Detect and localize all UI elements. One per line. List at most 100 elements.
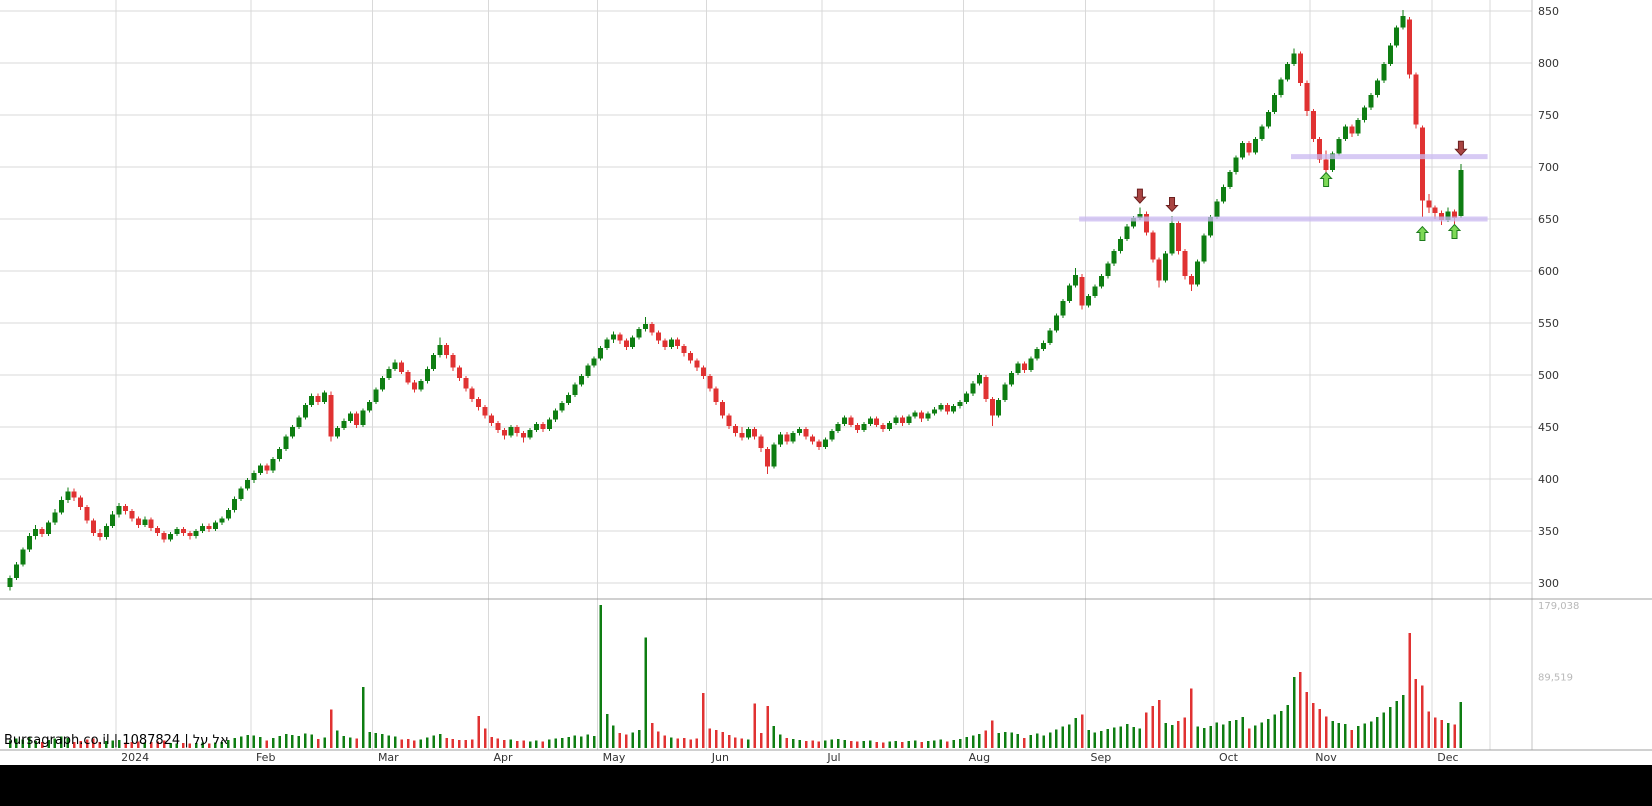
candle-body xyxy=(1041,342,1047,349)
candle-body xyxy=(238,488,244,499)
volume-bar xyxy=(130,741,134,748)
volume-bar xyxy=(997,733,1000,748)
signal-arrow-up xyxy=(1415,225,1430,242)
candle-body xyxy=(161,533,167,540)
candle-body xyxy=(174,528,180,535)
volume-bar xyxy=(1267,718,1270,748)
volume-bar xyxy=(1106,728,1110,748)
month-label: May xyxy=(603,751,626,764)
candle-body xyxy=(617,334,623,341)
volume-bar xyxy=(541,741,545,748)
volume-bar xyxy=(1003,731,1007,748)
candle-body xyxy=(1233,157,1239,173)
candlestick-chart[interactable]: 850 800 750 700 650 600 550 500 450 400 350 300 2024… xyxy=(0,0,1652,765)
signal-arrow-up xyxy=(1447,223,1462,239)
volume-bar xyxy=(220,742,224,748)
candle-body xyxy=(726,415,732,426)
candle-body xyxy=(1131,217,1136,227)
volume-bar xyxy=(1177,721,1180,748)
candle-body xyxy=(822,439,828,447)
month-label: Jul xyxy=(826,751,840,764)
volume-bar xyxy=(1299,671,1302,748)
candle-body xyxy=(1021,363,1027,370)
volume-bar xyxy=(105,740,108,748)
candle-body xyxy=(1297,53,1303,83)
grid-layer xyxy=(0,0,1652,751)
volume-bar xyxy=(913,740,917,748)
candle-body xyxy=(553,410,559,420)
volume-bar xyxy=(156,741,159,748)
candle-body xyxy=(1220,186,1226,202)
volume-bar xyxy=(1350,730,1354,748)
volume-bar xyxy=(85,739,89,748)
volume-bar xyxy=(1215,722,1219,748)
candle-body xyxy=(1400,16,1406,28)
candle-body xyxy=(649,324,655,333)
volume-bar xyxy=(169,742,172,748)
candle-body xyxy=(1073,275,1079,286)
candle-body xyxy=(232,498,238,511)
candle-body xyxy=(700,367,706,377)
candle-body xyxy=(501,430,507,436)
volume-bar xyxy=(1222,724,1225,748)
volume-bar xyxy=(1273,714,1276,748)
candle-body xyxy=(675,339,681,346)
volume-bar xyxy=(1138,728,1142,748)
volume-bar xyxy=(233,738,236,748)
candle-body xyxy=(180,528,186,534)
candle-body xyxy=(598,347,604,359)
volume-bar xyxy=(1369,721,1373,748)
candle-body xyxy=(752,429,758,437)
volume-bar xyxy=(618,732,622,748)
candle-body xyxy=(1407,19,1413,75)
candle-body xyxy=(399,362,405,372)
candle-body xyxy=(964,393,970,403)
volume-bar xyxy=(1312,703,1315,748)
volume-bar xyxy=(117,739,121,748)
volume-bar xyxy=(772,725,776,748)
candle-body xyxy=(636,329,642,338)
candle-body xyxy=(1195,261,1201,285)
candle-body xyxy=(155,527,161,534)
volume-bar xyxy=(252,735,256,748)
candle-body xyxy=(842,417,848,424)
month-label: Nov xyxy=(1315,751,1337,764)
volume-bar xyxy=(1202,728,1206,748)
volume-bar xyxy=(66,737,70,748)
candle-body xyxy=(630,337,636,347)
volume-bar xyxy=(374,733,378,748)
volume-bar xyxy=(1389,707,1392,748)
candle-body xyxy=(1009,372,1015,385)
candle-body xyxy=(1317,138,1323,160)
signal-arrow-down xyxy=(1454,140,1468,157)
candle-body xyxy=(521,433,527,438)
candle-body xyxy=(829,431,835,440)
candle-body xyxy=(810,436,815,442)
volume-bar xyxy=(939,739,943,748)
candle-body xyxy=(983,377,989,399)
signal-arrow-down xyxy=(1133,188,1147,204)
candle-body xyxy=(874,418,880,425)
price-tick-label: 350 xyxy=(1538,525,1559,538)
candle-body xyxy=(540,423,546,430)
candle-body xyxy=(283,436,289,449)
candle-body xyxy=(688,353,694,361)
candle-body xyxy=(322,392,328,403)
candle-body xyxy=(931,409,937,414)
volume-bar xyxy=(580,736,583,748)
candle-body xyxy=(835,423,841,432)
candle-body xyxy=(925,413,931,419)
volume-bar xyxy=(798,740,801,748)
volume-bar xyxy=(971,735,975,748)
candles-layer xyxy=(7,9,1464,591)
candle-body xyxy=(71,491,77,498)
volume-bar xyxy=(573,735,577,748)
volume-bar xyxy=(271,737,275,748)
volume-bar xyxy=(1170,725,1174,748)
volume-bar xyxy=(727,734,731,748)
candle-body xyxy=(745,429,751,438)
candle-body xyxy=(418,381,424,390)
candle-body xyxy=(1227,172,1233,187)
volume-bar xyxy=(644,637,647,748)
